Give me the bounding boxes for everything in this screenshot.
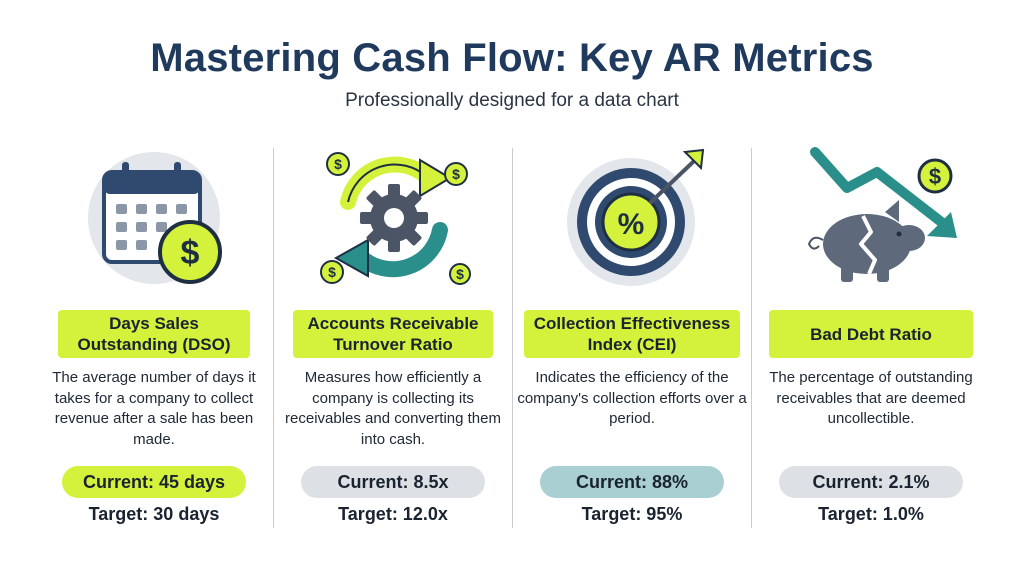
target-value: Target: 95% (581, 504, 683, 524)
svg-text:%: % (618, 208, 645, 241)
current-value-pill: Current: 2.1% (779, 466, 963, 498)
metric-title: Days Sales Outstanding (DSO) (58, 310, 250, 358)
page-subtitle: Professionally designed for a data chart (345, 90, 679, 111)
turnover-cycle-icon: $ $ $ $ (273, 140, 513, 300)
svg-text:$: $ (181, 234, 200, 272)
current-value-pill: Current: 88% (540, 466, 724, 498)
page-title: Mastering Cash Flow: Key AR Metrics (150, 36, 874, 80)
target-percent-icon: % (512, 140, 752, 300)
metric-card-ar-turnover: $ $ $ $ Accounts Receivable Turnover Rat… (273, 140, 513, 540)
target-value: Target: 12.0x (338, 504, 448, 524)
metric-card-dso: $ Days Sales Outstanding (DSO) The avera… (34, 140, 274, 540)
column-divider (751, 148, 752, 528)
target-value: Target: 1.0% (818, 504, 924, 524)
broken-piggy-bank-icon: $ (751, 140, 991, 300)
metric-description: The percentage of outstanding receivable… (769, 369, 973, 427)
calendar-dollar-icon: $ (34, 140, 274, 300)
column-divider (512, 148, 513, 528)
svg-text:$: $ (452, 166, 460, 182)
current-value-pill: Current: 8.5x (301, 466, 485, 498)
metric-title: Bad Debt Ratio (769, 310, 973, 358)
target-value: Target: 30 days (88, 504, 220, 524)
metric-description: Measures how efficiently a company is co… (285, 369, 501, 448)
svg-text:$: $ (328, 264, 336, 280)
current-value-pill: Current: 45 days (62, 466, 246, 498)
svg-text:$: $ (334, 156, 342, 172)
svg-text:$: $ (929, 164, 941, 189)
metric-description: The average number of days it takes for … (52, 369, 256, 448)
metric-card-bad-debt: $ Bad Debt Ratio The percentage of outst… (751, 140, 991, 540)
metric-card-cei: % Collection Effectiveness Index (CEI) I… (512, 140, 752, 540)
metric-description: Indicates the efficiency of the company'… (517, 369, 747, 427)
svg-text:$: $ (456, 266, 464, 282)
metric-title: Accounts Receivable Turnover Ratio (293, 310, 493, 358)
column-divider (273, 148, 274, 528)
metric-title: Collection Effectiveness Index (CEI) (524, 310, 740, 358)
